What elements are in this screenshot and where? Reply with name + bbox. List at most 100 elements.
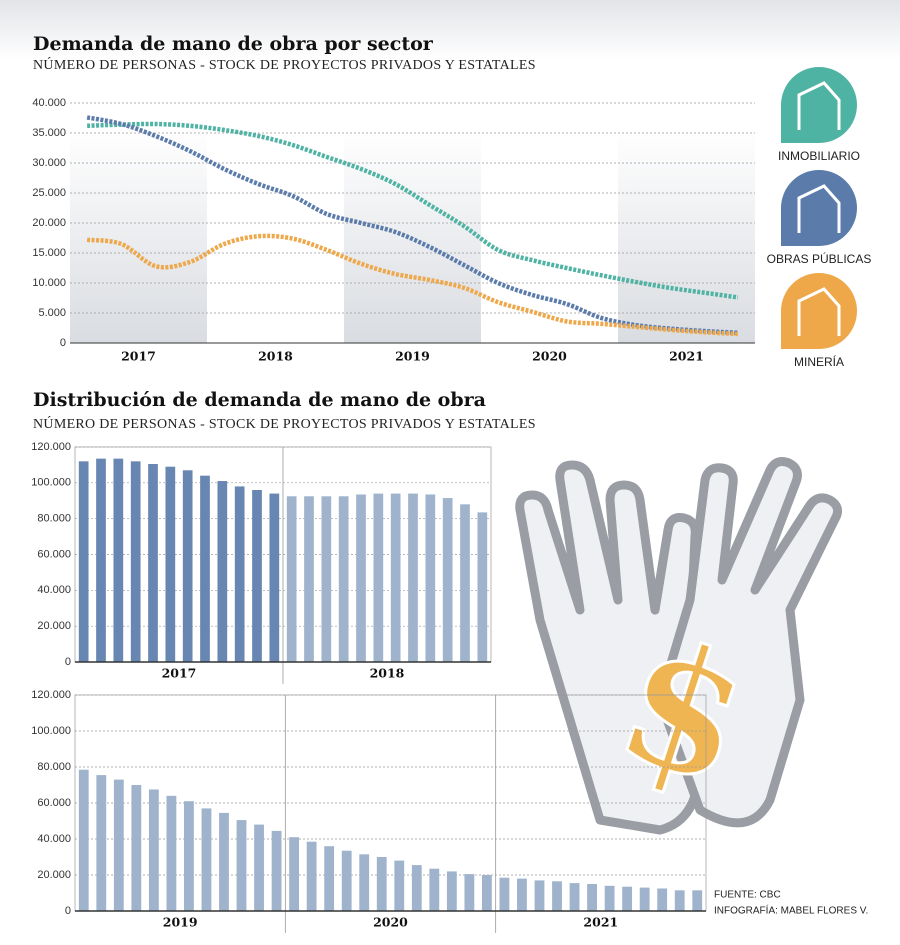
y-tick-label: 10.000 xyxy=(32,277,66,289)
legend-label: OBRAS PÚBLICAS xyxy=(767,251,872,266)
bar xyxy=(534,880,545,911)
y-tick-label: 5.000 xyxy=(38,307,66,319)
bar xyxy=(182,470,193,662)
bar xyxy=(236,820,247,911)
bar xyxy=(429,868,440,911)
bar xyxy=(376,857,387,911)
bar xyxy=(96,458,106,662)
bar xyxy=(217,481,228,662)
bar xyxy=(499,877,510,911)
bar xyxy=(321,496,332,662)
chart-subtitle: NÚMERO DE PERSONAS - STOCK DE PROYECTOS … xyxy=(33,56,536,73)
x-tick-label: 2019 xyxy=(163,915,198,930)
y-tick-label: 35.000 xyxy=(32,127,66,139)
bar xyxy=(639,887,650,911)
y-tick-label: 0 xyxy=(60,337,66,349)
y-tick-label: 100.000 xyxy=(31,477,71,489)
bar xyxy=(165,466,176,662)
bar xyxy=(477,512,488,662)
legend-icon xyxy=(781,170,857,246)
series-line xyxy=(86,233,738,337)
bar xyxy=(394,860,405,911)
bar xyxy=(674,890,685,911)
y-tick-label: 20.000 xyxy=(32,217,66,229)
y-tick-label: 15.000 xyxy=(32,247,66,259)
y-tick-label: 80.000 xyxy=(37,761,71,773)
bar xyxy=(356,494,366,662)
y-tick-label: 120.000 xyxy=(31,441,71,453)
year-band xyxy=(70,128,207,343)
bar xyxy=(304,496,314,662)
y-tick-label: 0 xyxy=(65,905,71,917)
bar xyxy=(569,883,580,911)
x-tick-label: 2021 xyxy=(583,915,618,930)
x-tick-label: 2020 xyxy=(373,915,408,930)
bar xyxy=(96,775,107,911)
bar xyxy=(113,779,124,911)
y-tick-label: 80.000 xyxy=(37,513,71,525)
chart-title: Demanda de mano de obra por sector xyxy=(33,33,434,55)
bar xyxy=(130,461,141,662)
bar xyxy=(359,854,370,911)
bar xyxy=(411,865,422,911)
legend-glyph xyxy=(797,81,841,130)
bar xyxy=(306,841,317,911)
y-tick-label: 60.000 xyxy=(37,548,71,560)
series-line xyxy=(87,121,739,300)
bar xyxy=(692,890,703,911)
x-tick-label: 2018 xyxy=(258,349,293,364)
y-tick-label: 30.000 xyxy=(32,157,66,169)
bar xyxy=(200,475,210,662)
credit: INFOGRAFÍA: MABEL FLORES V. xyxy=(714,904,868,917)
y-tick-label: 120.000 xyxy=(31,689,71,701)
bar xyxy=(166,795,177,911)
header-bg xyxy=(0,0,900,60)
y-tick-label: 40.000 xyxy=(32,97,66,109)
x-tick-label: 2019 xyxy=(395,349,430,364)
chart-title: Distribución de demanda de mano de obra xyxy=(33,389,486,411)
bar xyxy=(286,496,297,662)
source: FUENTE: CBC xyxy=(714,890,781,901)
x-tick-label: 2020 xyxy=(532,349,567,364)
bar xyxy=(390,493,401,662)
legend-label: INMOBILIARIO xyxy=(778,149,860,163)
chart-subtitle: NÚMERO DE PERSONAS - STOCK DE PROYECTOS … xyxy=(33,415,536,432)
bar xyxy=(446,871,457,911)
year-band xyxy=(344,128,481,343)
bar xyxy=(338,496,349,662)
x-tick-label: 2021 xyxy=(669,349,704,364)
bar xyxy=(131,785,142,911)
bar xyxy=(341,850,352,911)
bar xyxy=(234,486,245,662)
bar xyxy=(517,878,527,911)
bar xyxy=(289,837,300,911)
bar xyxy=(184,801,194,911)
bar xyxy=(552,881,562,911)
bar xyxy=(464,874,475,911)
legend-glyph xyxy=(797,287,841,336)
bar xyxy=(252,490,262,662)
bar xyxy=(324,846,335,911)
y-tick-label: 100.000 xyxy=(31,725,71,737)
bar xyxy=(587,884,597,911)
x-tick-label: 2017 xyxy=(121,349,156,364)
bar xyxy=(78,769,89,911)
bar xyxy=(254,824,264,911)
bar xyxy=(78,461,89,662)
bar xyxy=(269,493,280,662)
bar xyxy=(604,885,615,911)
bar xyxy=(148,464,158,662)
bar xyxy=(408,493,418,662)
legend-icon xyxy=(781,67,857,143)
bar xyxy=(271,830,282,911)
bar xyxy=(657,888,668,911)
legend-item: MINERÍA xyxy=(781,273,857,369)
legend-glyph xyxy=(797,184,841,233)
y-tick-label: 60.000 xyxy=(37,797,71,809)
year-band xyxy=(618,128,755,343)
legend-item: INMOBILIARIO xyxy=(778,67,860,163)
y-tick-label: 20.000 xyxy=(37,620,71,632)
y-tick-label: 0 xyxy=(65,656,71,668)
